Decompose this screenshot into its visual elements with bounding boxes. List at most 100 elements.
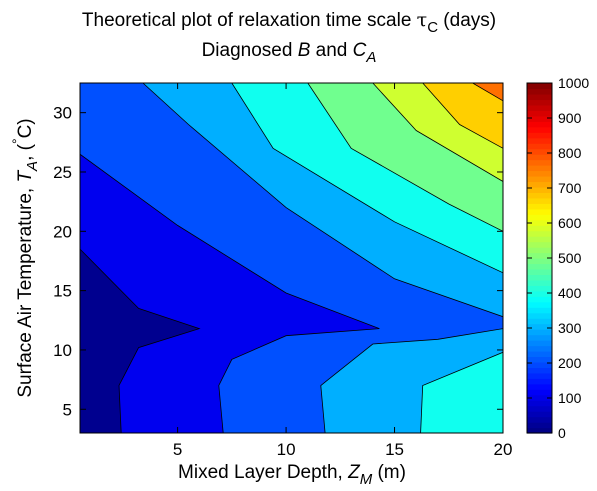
colorbar-cell (527, 192, 552, 199)
colorbar-cell (527, 181, 552, 188)
plot-area: 5 10 15 20 5 10 15 20 25 30 (53, 82, 513, 459)
colorbar-cell (527, 104, 552, 111)
colorbar-cell (527, 154, 552, 161)
colorbar-cell (527, 400, 552, 407)
x-axis-label: Mixed Layer Depth, ZM (m) (178, 462, 406, 488)
contour-line-700 (422, 83, 503, 149)
colorbar-cell (527, 170, 552, 177)
colorbar-cell (527, 383, 552, 390)
colorbar-cell (527, 356, 552, 363)
x-tick-label: 20 (494, 440, 513, 459)
colorbar-cell (527, 312, 552, 319)
y-axis-label: Surface Air Temperature, TA, (°C) (9, 118, 41, 397)
colorbar-cell (527, 88, 552, 95)
contour-line-300 (142, 83, 503, 433)
colorbar-cell (527, 121, 552, 128)
contour-line-400-1 (420, 351, 503, 433)
colorbar-tick-label: 700 (558, 180, 582, 196)
colorbar-cell (527, 247, 552, 254)
y-tick-label: 25 (53, 163, 72, 182)
contour-fills (80, 83, 503, 433)
colorbar-cell (527, 296, 552, 303)
colorbar-cell (527, 208, 552, 215)
contour-line-200 (80, 153, 380, 433)
x-tick-label: 10 (277, 440, 296, 459)
colorbar-tick-label: 800 (558, 145, 582, 161)
contour-band-7 (422, 83, 503, 149)
colorbar-cell (527, 318, 552, 325)
colorbar-cell (527, 285, 552, 292)
colorbar-tick-label: 500 (558, 250, 582, 266)
contour-line-400 (231, 83, 503, 274)
colorbar-cell (527, 361, 552, 368)
colorbar-cell (527, 165, 552, 172)
colorbar-tick-label: 1000 (558, 75, 589, 91)
colorbar-cell (527, 378, 552, 385)
colorbar-tick-label: 0 (558, 425, 566, 441)
colorbar-cell (527, 350, 552, 358)
x-tick-label: 15 (385, 440, 404, 459)
y-tick-label: 5 (63, 400, 72, 419)
chart-title-line-2: Diagnosed B and CA (202, 40, 377, 66)
colorbar-cell (527, 241, 552, 248)
y-tick-label: 10 (53, 341, 72, 360)
colorbar-cell (527, 115, 552, 122)
colorbar-cell (527, 329, 552, 336)
colorbar-cell (527, 411, 552, 418)
colorbar-cell (527, 137, 552, 144)
x-tick-label: 5 (173, 440, 182, 459)
y-tick-label: 20 (53, 222, 72, 241)
colorbar-cells (527, 83, 552, 434)
colorbar-cell (527, 290, 552, 297)
plot-frame (79, 82, 504, 434)
colorbar-cell (527, 214, 552, 221)
colorbar-cell (527, 405, 552, 412)
colorbar-tick-label: 200 (558, 355, 582, 371)
colorbar-cell (527, 252, 552, 259)
colorbar: 0 100 200 300 400 500 600 700 800 900 1000 (526, 75, 589, 441)
colorbar-cell (527, 372, 552, 379)
colorbar-cell (527, 301, 552, 308)
colorbar-cell (527, 126, 552, 133)
colorbar-cell (527, 279, 552, 286)
colorbar-tick-label: 100 (558, 390, 582, 406)
colorbar-cell (527, 110, 552, 117)
colorbar-cell (527, 148, 552, 155)
colorbar-cell (527, 345, 552, 352)
colorbar-tick-label: 900 (558, 110, 582, 126)
colorbar-cell (527, 159, 552, 166)
colorbar-cell (527, 225, 552, 232)
colorbar-cell (527, 268, 552, 276)
colorbar-cell (527, 93, 552, 101)
contour-band-4-lower (420, 352, 503, 433)
colorbar-cell (527, 389, 552, 396)
colorbar-tick-label: 400 (558, 285, 582, 301)
contour-line-100 (80, 248, 201, 433)
colorbar-cell (527, 175, 552, 183)
colorbar-cell (527, 236, 552, 243)
colorbar-cell (527, 340, 552, 347)
colorbar-cell (527, 219, 552, 226)
colorbar-cell (527, 323, 552, 330)
colorbar-cell (527, 197, 552, 204)
y-axis-ticks: 5 10 15 20 25 30 (53, 104, 503, 419)
contour-line-800 (472, 83, 503, 102)
y-tick-label: 15 (53, 282, 72, 301)
colorbar-tick-label: 600 (558, 215, 582, 231)
colorbar-cell (527, 99, 552, 106)
colorbar-cell (527, 394, 552, 401)
colorbar-cell (527, 258, 552, 265)
colorbar-cell (527, 416, 552, 423)
colorbar-cell (527, 334, 552, 341)
contour-line-500 (307, 83, 503, 232)
colorbar-cell (527, 422, 552, 429)
colorbar-cell (527, 274, 552, 281)
contour-lines (80, 83, 503, 433)
colorbar-cell (527, 367, 552, 374)
colorbar-cell (527, 186, 552, 193)
y-tick-label: 30 (53, 104, 72, 123)
chart-title-line-1: Theoretical plot of relaxation time scal… (82, 9, 496, 36)
colorbar-cell (527, 132, 552, 139)
colorbar-cell (527, 307, 552, 314)
contour-line-600 (372, 83, 503, 182)
